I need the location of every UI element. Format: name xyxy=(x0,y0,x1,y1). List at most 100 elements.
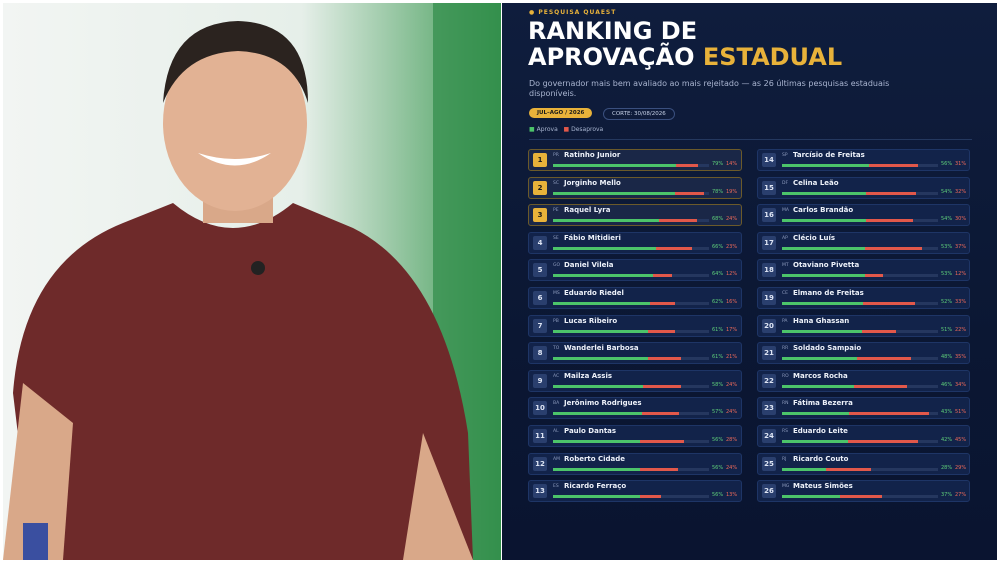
governor-name: Wanderlei Barbosa xyxy=(564,344,639,353)
ranking-row: 14 SP Tarcísio de Freitas 56% 31% xyxy=(757,149,970,171)
state: MG xyxy=(782,484,790,490)
disapprove-label: 33% xyxy=(955,299,967,305)
state: AC xyxy=(553,373,560,379)
ranking-row: 25 RJ Ricardo Couto 28% 29% xyxy=(757,452,970,475)
rank: 10 xyxy=(533,401,547,416)
disapprove-label: 13% xyxy=(726,492,738,499)
approve-bar xyxy=(553,467,641,471)
disapprove-bar xyxy=(864,246,923,250)
approve-label: 37% xyxy=(941,492,953,499)
rank: 5 xyxy=(533,263,547,278)
kicker: ● PESQUISA QUAEST xyxy=(529,9,617,16)
ranking-row: 3 PE Raquel Lyra 68% 24% xyxy=(528,204,742,227)
disapprove-label: 34% xyxy=(955,381,967,388)
state: MA xyxy=(782,208,789,214)
rank: 7 xyxy=(533,318,547,333)
rank: 17 xyxy=(762,235,776,250)
ranking-row: 7 PB Lucas Ribeiro 61% 17% xyxy=(528,314,742,337)
approve-label: 68% xyxy=(712,216,724,223)
approve-label: 57% xyxy=(712,409,724,416)
disapprove-label: 30% xyxy=(955,216,967,223)
rank: 12 xyxy=(533,456,547,471)
disapprove-bar xyxy=(863,302,915,305)
disapprove-label: 24% xyxy=(726,216,738,223)
bar-track xyxy=(782,302,938,305)
governor-name: Clécio Luís xyxy=(793,233,836,242)
approve-bar xyxy=(782,357,857,361)
rank: 16 xyxy=(762,208,776,223)
state: RO xyxy=(782,373,789,379)
bar-track xyxy=(782,329,938,333)
approve-bar xyxy=(782,467,826,471)
disapprove-label: 24% xyxy=(726,381,738,388)
approve-label: 62% xyxy=(712,299,724,305)
governor-name: Lucas Ribeiro xyxy=(564,316,618,325)
approve-label: 43% xyxy=(941,409,953,416)
state: GO xyxy=(553,263,561,269)
approve-label: 78% xyxy=(712,188,724,195)
rank: 14 xyxy=(762,153,776,167)
state: DF xyxy=(782,180,789,186)
ranking-row: 21 RR Soldado Sampaio 48% 35% xyxy=(757,342,970,365)
disapprove-bar xyxy=(839,495,882,499)
divider xyxy=(529,139,972,140)
disapprove-label: 16% xyxy=(726,299,738,305)
governor-name: Raquel Lyra xyxy=(564,206,611,215)
governor-name: Daniel Vilela xyxy=(564,261,614,270)
governor-name: Eduardo Riedel xyxy=(564,289,624,297)
rank: 1 xyxy=(533,153,547,167)
ranking-row: 10 BA Jerônimo Rodrigues 57% 24% xyxy=(528,397,742,420)
ranking-row: 20 PA Hana Ghassan 51% 22% xyxy=(757,314,970,337)
bar-track xyxy=(782,384,938,388)
rank: 8 xyxy=(533,346,547,361)
state: TO xyxy=(553,346,560,352)
disapprove-bar xyxy=(674,191,705,195)
approve-bar xyxy=(553,164,677,167)
disapprove-label: 37% xyxy=(955,243,967,250)
approve-label: 61% xyxy=(712,354,724,361)
rank: 19 xyxy=(762,291,776,305)
governor-name: Fátima Bezerra xyxy=(793,399,853,408)
approve-label: 64% xyxy=(712,271,724,278)
disapprove-bar xyxy=(640,440,685,443)
disapprove-label: 12% xyxy=(726,271,738,278)
rank: 9 xyxy=(533,373,547,388)
legend-approve: Aprova xyxy=(536,126,558,133)
approve-bar xyxy=(782,329,862,333)
ranking-row: 9 AC Mailza Assis 58% 24% xyxy=(528,369,742,392)
state: SC xyxy=(553,180,559,186)
disapprove-bar xyxy=(849,412,929,416)
legend-disapprove: Desaprova xyxy=(571,126,604,133)
governor-name: Soldado Sampaio xyxy=(793,344,862,353)
state: AL xyxy=(553,429,559,434)
approve-bar xyxy=(782,164,870,167)
approve-label: 53% xyxy=(941,271,953,278)
ranking-row: 19 CE Elmano de Freitas 52% 33% xyxy=(757,287,970,309)
approve-bar xyxy=(782,219,867,223)
bar-track xyxy=(553,384,709,388)
bar-track xyxy=(782,191,938,195)
disapprove-label: 28% xyxy=(726,437,738,443)
disapprove-bar xyxy=(648,329,675,333)
bar-track xyxy=(782,219,938,223)
ranking-row: 26 MG Mateus Simões 37% 27% xyxy=(757,480,970,503)
disapprove-label: 24% xyxy=(726,409,738,416)
approve-label: 28% xyxy=(941,464,953,471)
bar-track xyxy=(782,495,938,499)
approve-bar xyxy=(782,274,865,278)
disapprove-bar xyxy=(640,467,678,471)
state: RJ xyxy=(782,456,787,462)
disapprove-label: 19% xyxy=(726,188,738,195)
bar-track xyxy=(782,412,938,416)
ranking-row: 1 PR Ratinho Junior 79% 14% xyxy=(528,149,742,171)
subtitle: Do governador mais bem avaliado ao mais … xyxy=(529,79,890,98)
disapprove-bar xyxy=(676,164,699,167)
disapprove-bar xyxy=(655,246,692,250)
disapprove-bar xyxy=(825,467,871,471)
approve-bar xyxy=(782,246,865,250)
ranking-row: 11 AL Paulo Dantas 56% 28% xyxy=(528,425,742,447)
period-badge: JUL–AGO / 2026 xyxy=(529,108,593,118)
bar-track xyxy=(782,357,938,361)
bar-track xyxy=(553,302,709,305)
